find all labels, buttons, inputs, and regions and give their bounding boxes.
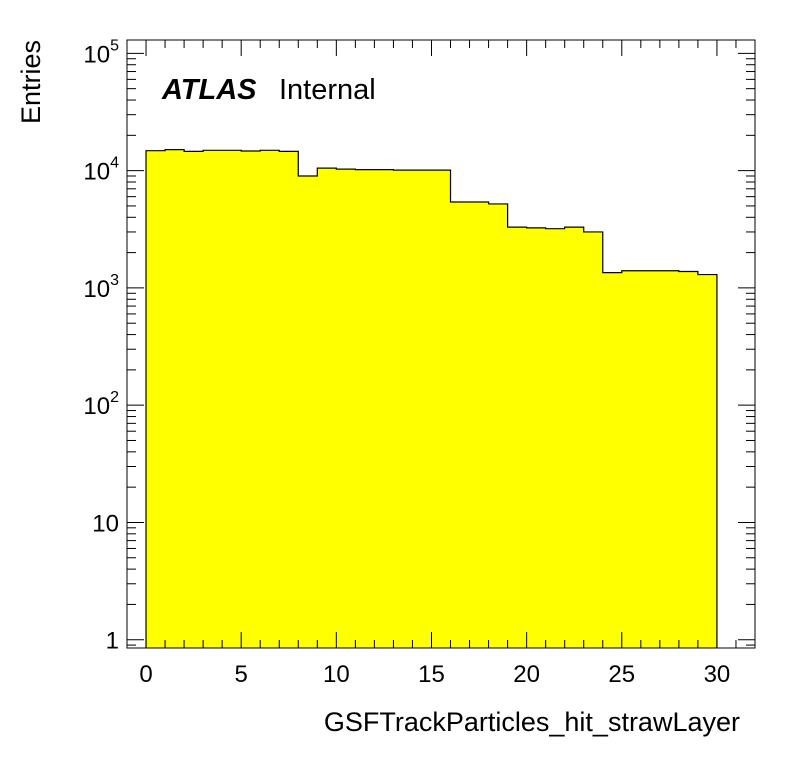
y-tick-label-100: 102 xyxy=(83,389,119,420)
atlas-experiment-label: ATLAS xyxy=(161,74,257,106)
x-tick-label-25: 25 xyxy=(608,661,635,688)
histogram-bar-1 xyxy=(165,149,185,649)
x-tick-label-15: 15 xyxy=(418,661,445,688)
y-tick-label-base: 10 xyxy=(92,510,119,537)
x-tick-labels: 0 5 10 15 20 25 30 xyxy=(139,661,730,688)
plot-frame xyxy=(126,39,756,649)
y-tick-label-1: 1 xyxy=(106,628,119,655)
histogram-bar-13 xyxy=(393,170,414,648)
histogram-bar-28 xyxy=(678,271,699,648)
histogram-bar-17 xyxy=(469,202,490,648)
x-tick-label-5: 5 xyxy=(235,661,248,688)
histogram-bar-7 xyxy=(279,151,299,648)
histogram-bar-21 xyxy=(545,228,566,648)
x-tick-label-30: 30 xyxy=(704,661,731,688)
histogram-bar-8 xyxy=(298,176,318,648)
histogram-bar-22 xyxy=(564,227,585,648)
atlas-label: ATLAS Internal xyxy=(161,74,376,106)
histogram-bar-20 xyxy=(526,227,547,648)
histogram-bar-16 xyxy=(450,202,471,648)
histogram-bar-10 xyxy=(336,169,356,648)
y-tick-label-100000: 105 xyxy=(83,37,119,68)
histogram-bar-2 xyxy=(184,151,204,648)
histogram-bar-24 xyxy=(602,272,623,648)
y-tick-label-exponent: 5 xyxy=(110,37,119,54)
histogram-bar-9 xyxy=(317,168,337,649)
y-tick-label-base: 1 xyxy=(106,628,119,655)
histogram-bar-14 xyxy=(412,170,433,648)
histogram-bar-19 xyxy=(507,227,528,648)
histogram-bar-15 xyxy=(431,170,452,648)
y-tick-label-base: 10 xyxy=(83,276,110,303)
histogram-bar-23 xyxy=(583,231,604,648)
histogram-bar-26 xyxy=(640,270,661,648)
x-tick-label-0: 0 xyxy=(139,661,152,688)
x-axis-title: GSFTrackParticles_hit_strawLayer xyxy=(324,707,740,737)
y-tick-label-base: 10 xyxy=(83,41,110,68)
histogram-bars xyxy=(146,149,718,649)
y-tick-label-exponent: 3 xyxy=(110,272,119,289)
histogram-bar-12 xyxy=(374,169,395,648)
histogram-bar-4 xyxy=(222,150,242,649)
histogram-bar-5 xyxy=(241,151,261,648)
histogram-bar-3 xyxy=(203,150,223,649)
histogram-outline xyxy=(145,149,718,648)
histogram-bar-6 xyxy=(260,150,280,649)
histogram-bar-27 xyxy=(659,270,680,648)
y-axis-title: Entries xyxy=(16,40,46,124)
atlas-status-label: Internal xyxy=(279,74,376,106)
histogram-bar-0 xyxy=(146,150,166,648)
y-tick-label-base: 10 xyxy=(83,159,110,186)
y-tick-label-10: 10 xyxy=(92,510,119,537)
histogram-bar-29 xyxy=(697,274,718,648)
histogram-bar-25 xyxy=(621,270,642,648)
y-tick-label-base: 10 xyxy=(83,393,110,420)
histogram-bar-18 xyxy=(488,203,509,649)
y-tick-label-exponent: 2 xyxy=(110,389,119,406)
x-tick-label-10: 10 xyxy=(323,661,350,688)
histogram-bar-11 xyxy=(355,169,375,648)
y-tick-label-10000: 104 xyxy=(83,155,119,186)
x-tick-label-20: 20 xyxy=(513,661,540,688)
y-tick-label-exponent: 4 xyxy=(110,155,119,172)
histogram-outline-group xyxy=(145,149,718,648)
y-tick-label-1000: 103 xyxy=(83,272,119,303)
axis-ticks xyxy=(126,40,756,648)
